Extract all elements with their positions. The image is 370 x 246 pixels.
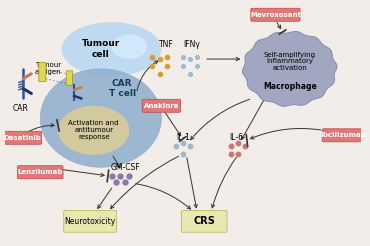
Text: IL-6: IL-6	[229, 133, 243, 142]
FancyBboxPatch shape	[17, 166, 63, 179]
Text: Neurotoxicity: Neurotoxicity	[64, 217, 116, 226]
Text: CAR: CAR	[13, 104, 28, 113]
Ellipse shape	[58, 106, 130, 155]
FancyBboxPatch shape	[322, 129, 364, 142]
Text: Tocilizumab: Tocilizumab	[320, 132, 367, 138]
Text: Anakinra: Anakinra	[144, 103, 179, 109]
FancyBboxPatch shape	[3, 131, 42, 144]
FancyBboxPatch shape	[181, 211, 227, 232]
Polygon shape	[242, 31, 337, 106]
Ellipse shape	[62, 22, 161, 76]
FancyBboxPatch shape	[142, 99, 181, 112]
Text: Tumour
cell: Tumour cell	[82, 40, 120, 59]
Text: IL-1: IL-1	[176, 133, 190, 142]
Text: Tumour
antigen: Tumour antigen	[35, 62, 61, 75]
Text: Activation and
antitumour
response: Activation and antitumour response	[68, 120, 119, 140]
Ellipse shape	[111, 34, 147, 59]
Text: Macrophage: Macrophage	[263, 82, 317, 91]
FancyBboxPatch shape	[64, 211, 117, 232]
Ellipse shape	[40, 69, 161, 167]
Text: Lenzilumab: Lenzilumab	[17, 169, 63, 175]
Text: GM-CSF: GM-CSF	[111, 163, 141, 172]
FancyBboxPatch shape	[251, 8, 300, 21]
Text: IFNγ: IFNγ	[183, 40, 200, 49]
FancyBboxPatch shape	[66, 71, 73, 85]
Text: Dasatinib: Dasatinib	[3, 135, 41, 141]
FancyBboxPatch shape	[39, 62, 46, 82]
Text: CAR
T cell: CAR T cell	[109, 79, 136, 98]
Text: Mavroxosant: Mavroxosant	[250, 12, 301, 18]
Text: CRS: CRS	[193, 216, 215, 226]
Text: Self-amplifying
inflammatory
activation: Self-amplifying inflammatory activation	[264, 51, 316, 72]
Text: TNF: TNF	[159, 40, 174, 49]
